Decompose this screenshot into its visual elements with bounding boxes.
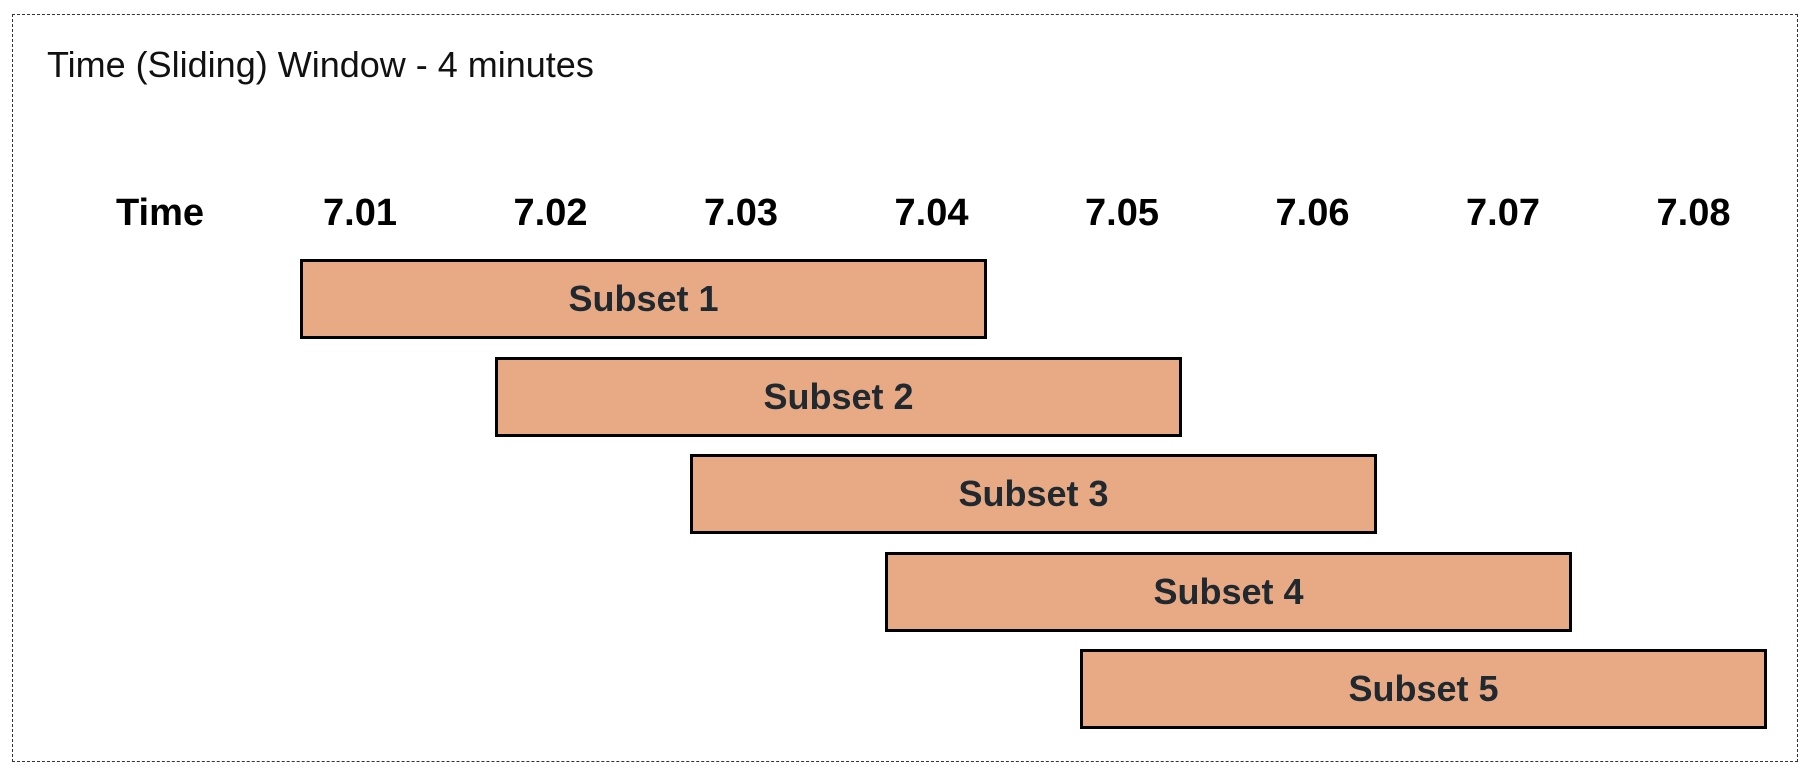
time-tick-label: 7.07: [1466, 192, 1540, 234]
subset-bar: Subset 4: [885, 551, 1572, 632]
time-tick-label: 7.08: [1656, 192, 1731, 234]
time-axis-label: Time: [116, 192, 205, 234]
time-tick-label: 7.03: [704, 192, 778, 234]
subset-bar: Subset 5: [1080, 649, 1767, 729]
time-tick-label: 7.04: [894, 192, 969, 234]
time-tick-label: 7.06: [1275, 192, 1350, 234]
subset-bar: Subset 1: [300, 259, 987, 339]
diagram-frame: [12, 14, 1798, 762]
subset-bar: Subset 2: [495, 356, 1182, 437]
time-tick-label: 7.02: [513, 192, 588, 234]
subset-bar: Subset 3: [690, 454, 1377, 534]
diagram-title: Time (Sliding) Window - 4 minutes: [47, 44, 594, 85]
time-tick-label: 7.05: [1085, 192, 1159, 234]
time-tick-label: 7.01: [323, 192, 397, 234]
